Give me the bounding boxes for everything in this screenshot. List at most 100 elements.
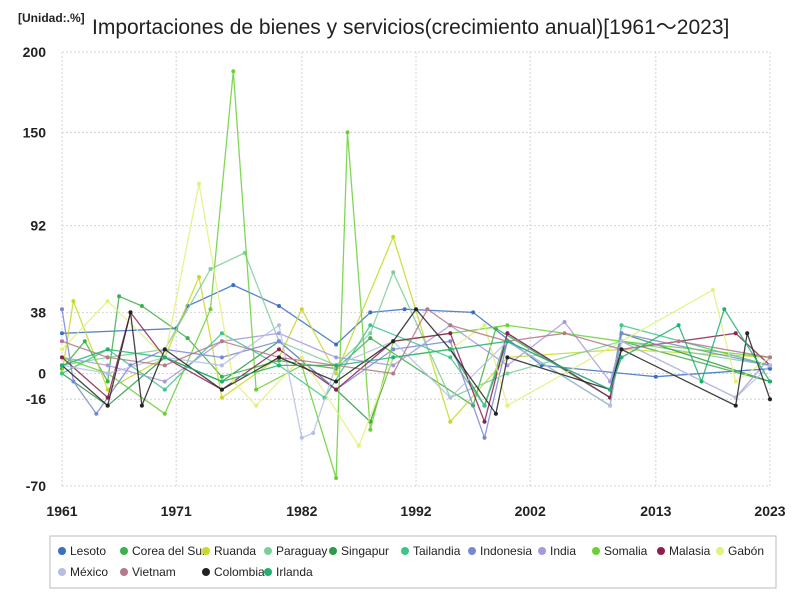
- data-point: [391, 371, 396, 376]
- data-point: [722, 307, 727, 312]
- legend-marker: [401, 547, 409, 555]
- data-point: [505, 323, 510, 328]
- legend-marker: [657, 547, 665, 555]
- data-point: [208, 307, 213, 312]
- legend-label: Irlanda: [276, 565, 313, 579]
- data-point: [231, 283, 236, 288]
- data-point: [608, 387, 613, 392]
- data-point: [505, 403, 510, 408]
- legend-marker: [58, 547, 66, 555]
- legend: Lesoto Corea del Sur Ruanda Paraguay Singapu…: [49, 535, 777, 589]
- legend-item: Gabón: [716, 544, 764, 558]
- data-point: [219, 355, 224, 360]
- legend-marker: [120, 568, 128, 576]
- data-point: [391, 347, 396, 352]
- legend-item: Singapur: [329, 544, 389, 558]
- data-point: [448, 355, 453, 360]
- legend-item: Lesoto: [58, 544, 106, 558]
- legend-label: Paraguay: [276, 544, 327, 558]
- data-point: [277, 363, 281, 368]
- data-point: [733, 331, 738, 336]
- legend-item: Irlanda: [264, 565, 313, 579]
- data-point: [277, 355, 281, 360]
- data-point: [60, 371, 64, 376]
- data-point: [733, 379, 738, 384]
- series-14: [60, 307, 772, 392]
- data-point: [197, 275, 201, 279]
- legend-marker: [58, 568, 66, 576]
- data-point: [277, 339, 281, 344]
- data-point: [219, 387, 224, 392]
- data-point: [619, 347, 624, 352]
- legend-item: Vietnam: [120, 565, 176, 579]
- x-axis-ticks: 1961 1971 1982 1992 2002 2013 2023: [46, 503, 785, 519]
- data-point: [448, 339, 453, 344]
- data-point: [60, 347, 64, 352]
- data-point: [162, 387, 167, 392]
- legend-item: Tailandia: [401, 544, 461, 558]
- data-point: [334, 355, 339, 360]
- data-point: [505, 355, 510, 360]
- y-tick-label: 200: [23, 44, 47, 60]
- y-tick-label: -16: [26, 391, 46, 407]
- legend-marker: [264, 568, 272, 576]
- data-point: [391, 363, 396, 368]
- data-point: [162, 411, 167, 416]
- data-point: [334, 379, 339, 384]
- data-point: [105, 371, 110, 376]
- data-point: [139, 304, 144, 308]
- legend-marker: [468, 547, 476, 555]
- data-point: [311, 431, 316, 435]
- data-point: [60, 331, 64, 336]
- data-point: [471, 310, 476, 315]
- data-point: [334, 342, 339, 347]
- series-lines: [60, 69, 772, 480]
- data-point: [334, 363, 339, 368]
- data-point: [710, 287, 715, 292]
- data-point: [391, 339, 396, 344]
- y-tick-label: 38: [30, 304, 46, 320]
- legend-label: Vietnam: [132, 565, 176, 579]
- data-point: [105, 387, 110, 392]
- legend-item: Indonesia: [468, 544, 532, 558]
- y-tick-label: -70: [26, 478, 46, 494]
- data-point: [619, 331, 624, 336]
- data-point: [105, 395, 110, 400]
- x-tick-label: 1982: [286, 503, 317, 519]
- data-point: [299, 435, 304, 440]
- legend-marker: [264, 547, 272, 555]
- chart-title: Importaciones de bienes y servicios(crec…: [92, 16, 729, 39]
- data-point: [448, 419, 453, 424]
- data-point: [345, 130, 350, 135]
- data-point: [299, 355, 304, 360]
- data-point: [105, 363, 110, 368]
- legend-label: Singapur: [341, 544, 389, 558]
- legend-label: Gabón: [728, 544, 764, 558]
- data-point: [619, 355, 624, 360]
- data-point: [619, 339, 624, 344]
- data-point: [254, 387, 259, 392]
- data-point: [117, 294, 122, 299]
- x-tick-label: 2023: [754, 503, 785, 519]
- data-point: [71, 379, 76, 384]
- x-tick-label: 2002: [515, 503, 546, 519]
- data-point: [94, 411, 99, 416]
- grid-lines: [61, 51, 771, 487]
- series-8: [60, 69, 772, 480]
- series-line: [61, 183, 771, 448]
- data-point: [368, 427, 373, 432]
- y-tick-label: 0: [38, 365, 46, 381]
- series-9: [60, 310, 772, 424]
- data-point: [619, 323, 624, 328]
- legend-marker: [329, 547, 337, 555]
- legend-item: India: [538, 544, 576, 558]
- legend-label: Indonesia: [480, 544, 532, 558]
- data-point: [277, 304, 281, 308]
- data-point: [768, 379, 772, 384]
- data-point: [768, 363, 772, 368]
- unit-label: [Unidad:.%]: [18, 11, 85, 25]
- data-point: [208, 267, 213, 271]
- data-point: [162, 379, 167, 384]
- data-point: [105, 347, 110, 352]
- data-point: [391, 355, 396, 360]
